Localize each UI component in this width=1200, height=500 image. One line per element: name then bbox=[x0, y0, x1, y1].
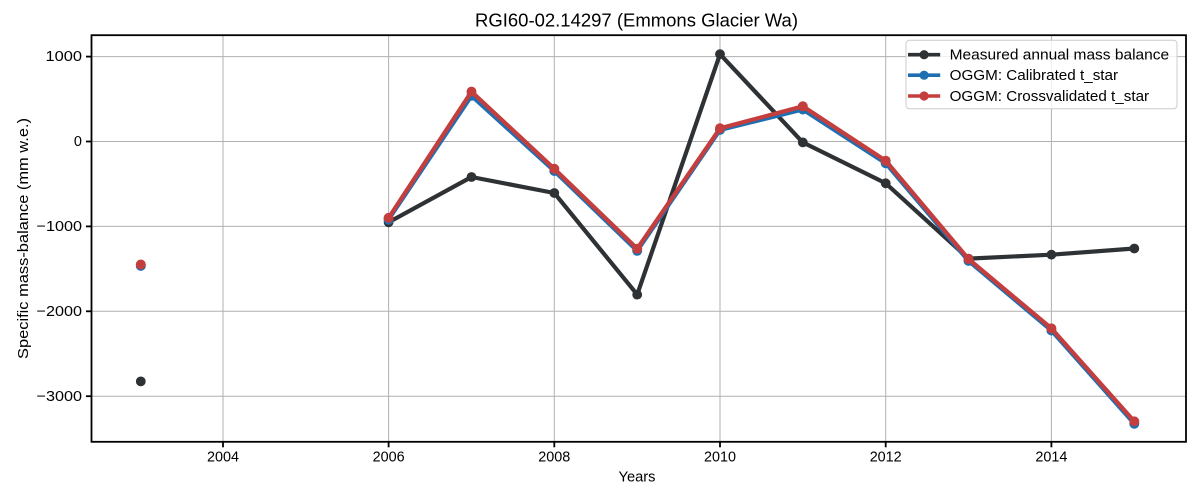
svg-text:−2000: −2000 bbox=[37, 304, 83, 320]
svg-text:0: 0 bbox=[74, 134, 82, 150]
svg-text:Specific mass-balance (mm w.e.: Specific mass-balance (mm w.e.) bbox=[16, 118, 32, 359]
svg-text:OGGM: Calibrated t_star: OGGM: Calibrated t_star bbox=[950, 68, 1119, 84]
svg-text:2008: 2008 bbox=[538, 449, 570, 465]
svg-text:Years: Years bbox=[619, 470, 656, 486]
svg-text:OGGM: Crossvalidated t_star: OGGM: Crossvalidated t_star bbox=[950, 89, 1150, 105]
svg-text:−1000: −1000 bbox=[37, 219, 83, 235]
svg-text:1000: 1000 bbox=[46, 49, 83, 65]
svg-text:2012: 2012 bbox=[870, 449, 902, 465]
svg-text:−3000: −3000 bbox=[37, 389, 83, 405]
svg-text:RGI60-02.14297 (Emmons Glacier: RGI60-02.14297 (Emmons Glacier Wa) bbox=[475, 10, 798, 31]
svg-text:Measured annual mass balance: Measured annual mass balance bbox=[950, 48, 1170, 64]
svg-text:2004: 2004 bbox=[207, 449, 239, 465]
svg-text:2014: 2014 bbox=[1035, 449, 1067, 465]
svg-text:2006: 2006 bbox=[373, 449, 405, 465]
svg-text:2010: 2010 bbox=[704, 449, 736, 465]
